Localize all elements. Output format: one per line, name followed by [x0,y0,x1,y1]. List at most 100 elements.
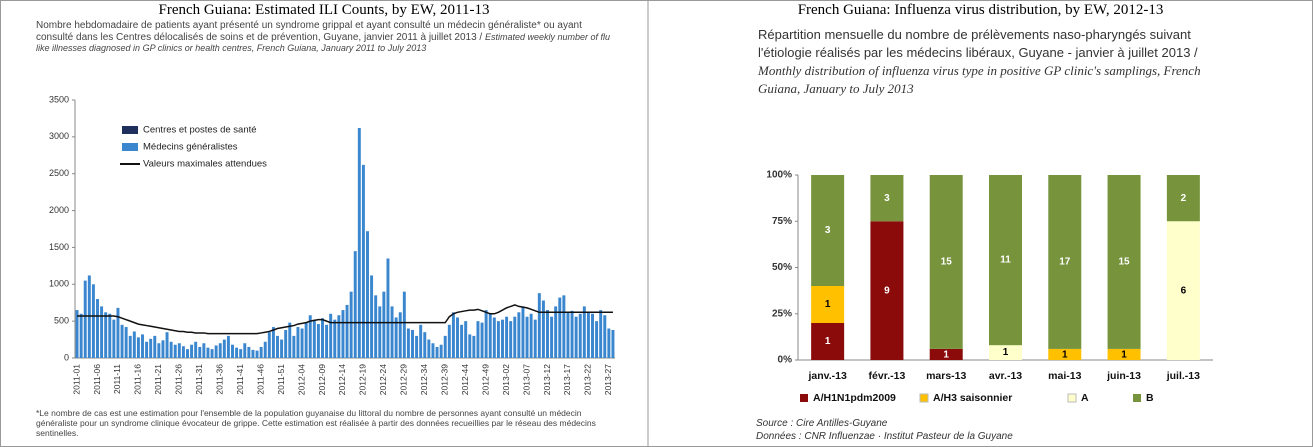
data-label: 17 [1059,257,1071,268]
legend-swatch [1133,394,1141,402]
bar [574,316,578,358]
bar [271,327,275,358]
bar [75,310,79,358]
x-tick-label: 2011-31 [194,364,204,395]
bar [378,306,382,358]
y-tick-label: 50% [772,262,792,273]
x-tick-label: 2012-49 [480,364,490,395]
bar [357,128,361,358]
bar [541,300,545,358]
y-tick-label: 3500 [49,94,69,104]
bar [280,339,284,358]
data-label: 3 [884,193,890,204]
bar [419,324,423,358]
bar [169,341,173,358]
bar [550,316,554,358]
x-tick-label: 2012-04 [296,364,306,395]
sources: Source : Cire Antilles-Guyane Données : … [756,417,1013,443]
bar [149,338,153,358]
bar [415,335,419,358]
bar [501,319,504,358]
source: Source : Cire Antilles-Guyane [756,418,888,429]
bar [218,343,222,358]
bar-segment [1166,175,1200,222]
data-label: 2 [1181,193,1187,204]
bar [165,332,169,358]
bar-segment [870,221,904,360]
chart-title: French Guiana: Estimated ILI Counts, by … [158,2,490,18]
data-label: 15 [941,257,953,268]
bar-segment [1107,175,1141,349]
bar [374,295,378,358]
bar [402,291,406,358]
x-tick-label: 2011-01 [71,364,81,395]
subtitle-fr: Répartition mensuelle du nombre de prélè… [758,27,1198,60]
bar [333,319,337,358]
bar [505,316,509,358]
bar [206,347,210,358]
bar [255,350,259,358]
bar [447,324,451,358]
bar [329,313,333,358]
bar [100,306,104,358]
x-tick-label: 2011-11 [112,364,122,394]
x-tick-label: 2012-19 [358,364,368,395]
bar [456,317,459,358]
x-tick-label: 2013-02 [501,364,511,395]
bar [460,324,464,358]
x-tick-label: 2011-51 [276,364,286,395]
x-tick-label: 2011-26 [174,364,184,395]
bar [582,306,586,358]
bar [521,306,525,358]
y-tick-label: 25% [772,308,792,319]
bar [181,346,185,358]
x-tick-label: 2011-36 [214,364,224,395]
bar [566,312,570,358]
bar [472,335,476,358]
x-tick-label: mars-13 [926,370,966,382]
legend-swatch [122,143,138,151]
bar [382,291,386,358]
x-tick-label: 2012-44 [460,364,470,395]
y-tick-label: 3000 [49,131,69,141]
bar [390,306,394,358]
x-tick-label: 2013-12 [542,364,552,395]
bar [91,284,95,358]
bar [231,344,234,358]
subtitle-en: Estimated weekly number of flu like illn… [36,31,611,54]
bar [611,329,615,358]
bar [476,321,480,358]
bar-segment [870,175,904,222]
bar [366,231,369,358]
data-label: 15 [1119,257,1131,268]
x-tick-label: 2012-29 [399,364,409,395]
x-tick-label: juin-13 [1106,370,1141,382]
bar [431,343,435,358]
bar-segment [989,345,1022,360]
bar [353,251,357,358]
x-tick-label: 2013-17 [562,364,572,395]
bar [558,297,562,358]
y-tick-label: 0% [778,355,793,366]
bar [427,339,431,358]
bar [194,341,198,358]
bar [325,324,329,358]
x-tick-label: 2011-46 [255,364,265,395]
bar [222,339,226,358]
bar-segment [811,175,845,286]
bar [247,346,251,358]
bar [308,315,312,358]
bar [304,322,308,358]
legend-label: Valeurs maximales attendues [143,159,267,170]
y-tick-label: 2000 [49,205,69,215]
x-tick-label: avr.-13 [989,370,1022,382]
bar [321,318,324,358]
bar [141,334,144,358]
bar-segment [1107,348,1141,360]
bar [263,341,267,358]
data-label: 1 [943,350,949,361]
legend-label: B [1146,392,1154,404]
bar [537,293,541,358]
bar [177,343,181,358]
